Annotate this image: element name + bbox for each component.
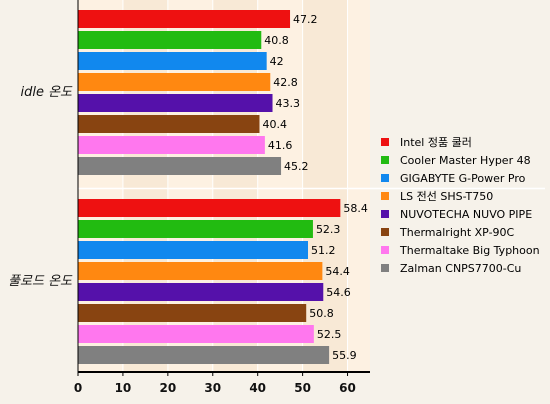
bar bbox=[78, 346, 330, 364]
data-label: 42 bbox=[270, 55, 284, 68]
data-label: 40.4 bbox=[262, 118, 287, 131]
legend-swatch bbox=[381, 174, 389, 182]
data-label: 47.2 bbox=[293, 13, 318, 26]
data-label: 41.6 bbox=[268, 139, 293, 152]
bar bbox=[78, 325, 314, 343]
legend-label: Cooler Master Hyper 48 bbox=[400, 154, 531, 167]
data-label: 54.4 bbox=[325, 265, 350, 278]
legend-swatch bbox=[381, 156, 389, 164]
legend-swatch bbox=[381, 228, 389, 236]
x-tick-label: 50 bbox=[294, 381, 311, 395]
bar bbox=[78, 136, 265, 154]
bar bbox=[78, 10, 291, 28]
legend-label: LS 전선 SHS-T750 bbox=[400, 190, 493, 203]
legend-label: NUVOTECHA NUVO PIPE bbox=[400, 208, 532, 221]
data-label: 43.3 bbox=[276, 97, 301, 110]
data-label: 58.4 bbox=[343, 202, 368, 215]
data-label: 42.8 bbox=[273, 76, 298, 89]
x-tick-label: 20 bbox=[159, 381, 176, 395]
bar bbox=[78, 115, 260, 133]
legend-label: Thermalright XP-90C bbox=[399, 226, 515, 239]
bar bbox=[78, 241, 309, 259]
bar bbox=[78, 220, 313, 238]
x-tick-label: 30 bbox=[204, 381, 221, 395]
bar bbox=[78, 52, 267, 70]
category-label: idle 온도 bbox=[20, 85, 73, 100]
category-label: 풀로드 온도 bbox=[8, 274, 73, 289]
bar bbox=[78, 73, 271, 91]
bar bbox=[78, 31, 262, 49]
legend-swatch bbox=[381, 264, 389, 272]
data-label: 50.8 bbox=[309, 307, 334, 320]
bar bbox=[78, 199, 341, 217]
bar bbox=[78, 262, 323, 280]
data-label: 51.2 bbox=[311, 244, 336, 257]
data-label: 52.3 bbox=[316, 223, 341, 236]
legend-label: Thermaltake Big Typhoon bbox=[399, 244, 540, 257]
bar bbox=[78, 304, 307, 322]
x-tick-label: 60 bbox=[339, 381, 356, 395]
legend-swatch bbox=[381, 192, 389, 200]
x-tick-label: 0 bbox=[74, 381, 82, 395]
data-label: 40.8 bbox=[264, 34, 289, 47]
plot-band bbox=[302, 0, 348, 372]
legend-swatch bbox=[381, 210, 389, 218]
plot-band bbox=[347, 0, 370, 372]
legend-label: Intel 정품 쿨러 bbox=[400, 136, 472, 149]
bar bbox=[78, 283, 324, 301]
bar bbox=[78, 157, 282, 175]
x-tick-label: 10 bbox=[115, 381, 132, 395]
legend-swatch bbox=[381, 246, 389, 254]
legend-label: GIGABYTE G-Power Pro bbox=[400, 172, 526, 185]
bar bbox=[78, 94, 273, 112]
legend-label: Zalman CNPS7700-Cu bbox=[400, 262, 521, 275]
legend-swatch bbox=[381, 138, 389, 146]
data-label: 52.5 bbox=[317, 328, 342, 341]
x-tick-label: 40 bbox=[249, 381, 266, 395]
data-label: 45.2 bbox=[284, 160, 309, 173]
data-label: 54.6 bbox=[326, 286, 351, 299]
data-label: 55.9 bbox=[332, 349, 357, 362]
